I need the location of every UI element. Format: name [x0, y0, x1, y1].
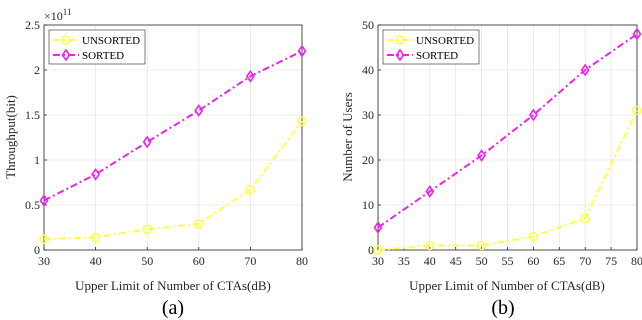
- y-tick-label: 0: [368, 243, 374, 257]
- legend-label-sorted-b: SORTED: [416, 50, 458, 62]
- data-point-unsorted: [373, 245, 383, 255]
- data-point-unsorted: [245, 184, 256, 195]
- ticks-b: 30 35 40 45 50 55 60 65 70 75 80 0 10 20 30 40 50: [362, 18, 642, 268]
- data-point-sorted: [91, 168, 101, 181]
- x-tick-label: 50: [141, 254, 153, 268]
- y-tick-label: 2.5: [25, 18, 40, 32]
- panel-b: 30 35 40 45 50 55 60 65 70 75 80 0 10 20 30 40 50 Upper …: [340, 18, 642, 319]
- data-point-unsorted: [580, 213, 591, 224]
- x-tick-label: 35: [398, 254, 410, 268]
- x-tick-label: 40: [424, 254, 436, 268]
- y-tick-label: 0.5: [25, 198, 40, 212]
- x-tick-label: 75: [605, 254, 617, 268]
- legend-marker-sorted-a: [61, 48, 71, 62]
- x-tick-label: 65: [553, 254, 565, 268]
- legend-b: UNSORTED SORTED: [382, 29, 480, 65]
- series-line-sorted: [377, 33, 638, 229]
- data-point-sorted: [477, 149, 487, 162]
- series-line-sorted: [43, 50, 303, 202]
- data-point-unsorted: [194, 219, 204, 229]
- data-point-unsorted: [424, 240, 435, 251]
- y-tick-label: 30: [362, 108, 374, 122]
- data-point-unsorted: [90, 232, 101, 243]
- legend-a: UNSORTED SORTED: [48, 29, 146, 65]
- series-a: [39, 44, 307, 244]
- series-b: [373, 27, 642, 255]
- x-tick-label: 30: [38, 254, 50, 268]
- data-point-unsorted: [142, 224, 152, 235]
- data-point-sorted: [194, 104, 204, 117]
- x-tick-label: 70: [244, 254, 256, 268]
- data-point-unsorted: [39, 234, 49, 244]
- x-tick-label: 80: [296, 254, 308, 268]
- panel-a: 30 40 50 60 70 80 0 0.5 1 1.5 2 2.5 ×1011 Upper Lim…: [3, 7, 308, 319]
- y-tick-label: 0: [34, 243, 40, 257]
- data-point-sorted: [580, 63, 590, 77]
- x-tick-label: 45: [450, 254, 462, 268]
- y-axis-label-b: Number of Users: [340, 92, 355, 182]
- data-point-unsorted: [476, 240, 487, 251]
- legend-label-sorted-a: SORTED: [82, 50, 124, 62]
- y-tick-label: 10: [362, 198, 374, 212]
- x-tick-label: 55: [502, 254, 514, 268]
- x-tick-label: 60: [527, 254, 539, 268]
- legend-marker-unsorted-a: [61, 35, 71, 45]
- y-tick-label: 20: [362, 153, 374, 167]
- data-point-sorted: [39, 194, 49, 207]
- y-tick-label: 1: [34, 153, 40, 167]
- legend-marker-sorted-b: [395, 48, 405, 62]
- y-tick-label: 50: [362, 18, 374, 32]
- x-axis-label-b: Upper Limit of Number of CTAs(dB): [409, 278, 605, 293]
- data-point-sorted: [632, 27, 642, 41]
- data-point-unsorted: [297, 116, 307, 127]
- x-tick-label: 50: [476, 254, 488, 268]
- data-point-unsorted: [632, 105, 642, 116]
- x-tick-label: 70: [579, 254, 591, 268]
- y-tick-label: 2: [34, 63, 40, 77]
- data-point-sorted: [245, 69, 255, 83]
- axes-box-a: [43, 24, 303, 251]
- legend-label-unsorted-a: UNSORTED: [82, 35, 140, 47]
- caption-a: (a): [162, 297, 184, 319]
- legend-marker-unsorted-b: [395, 35, 405, 45]
- data-point-sorted: [373, 221, 383, 234]
- y-axis-label-a: Throughput(bit): [3, 95, 18, 179]
- x-tick-label: 60: [193, 254, 205, 268]
- ticks-a: 30 40 50 60 70 80 0 0.5 1 1.5 2 2.5: [25, 18, 308, 268]
- x-axis-label-a: Upper Limit of Number of CTAs(dB): [75, 278, 271, 293]
- data-point-sorted: [142, 135, 152, 149]
- data-point-sorted: [528, 108, 538, 122]
- x-tick-label: 80: [631, 254, 642, 268]
- y-multiplier-a: ×1011: [44, 7, 71, 23]
- data-point-unsorted: [528, 231, 539, 242]
- data-point-sorted: [425, 185, 435, 198]
- x-tick-label: 40: [90, 254, 102, 268]
- y-tick-label: 1.5: [25, 108, 40, 122]
- data-point-sorted: [297, 44, 307, 58]
- x-tick-label: 30: [372, 254, 384, 268]
- series-line-unsorted: [43, 120, 303, 241]
- series-line-unsorted: [377, 110, 638, 251]
- legend-label-unsorted-b: UNSORTED: [416, 35, 474, 47]
- y-tick-label: 40: [362, 63, 374, 77]
- caption-b: (b): [491, 297, 514, 319]
